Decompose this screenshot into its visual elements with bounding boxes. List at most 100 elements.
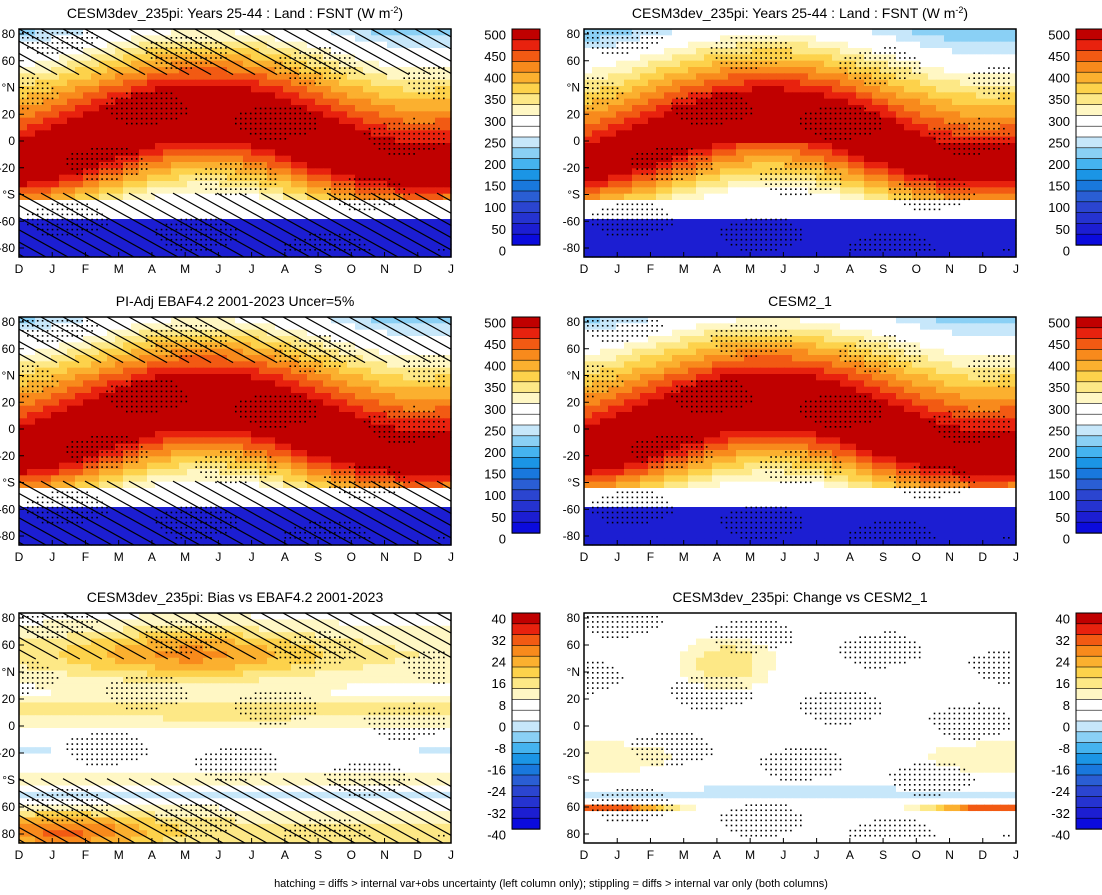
heatmap-cell — [672, 200, 681, 207]
heatmap-cell — [912, 168, 921, 176]
heatmap-cell — [952, 187, 961, 195]
heatmap-cell — [179, 92, 188, 100]
heatmap-cell — [824, 54, 833, 62]
stipple-dot — [150, 47, 153, 49]
stipple-dot — [304, 112, 306, 115]
stipple-dot — [135, 122, 138, 125]
heatmap-cell — [83, 168, 92, 176]
stipple-dot — [319, 238, 321, 241]
heatmap-cell — [704, 206, 713, 214]
heatmap-cell — [680, 168, 689, 176]
heatmap-cell — [984, 117, 993, 125]
stipple-dot — [294, 127, 296, 130]
stipple-dot — [195, 249, 197, 251]
heatmap-cell — [51, 212, 60, 220]
stipple-dot — [235, 188, 237, 190]
heatmap-cell — [624, 219, 633, 226]
heatmap-cell — [632, 162, 641, 169]
heatmap-cell — [179, 193, 188, 201]
heatmap-cell — [1008, 73, 1017, 81]
heatmap-cell — [203, 174, 212, 182]
heatmap-cell — [427, 29, 436, 36]
stipple-dot — [235, 168, 237, 170]
stipple-dot — [205, 57, 207, 59]
heatmap-cell — [1000, 149, 1009, 157]
heatmap-cell — [864, 187, 873, 195]
heatmap-cell — [427, 200, 436, 207]
heatmap-cell — [696, 41, 705, 49]
heatmap-cell — [99, 54, 108, 62]
heatmap-cell — [147, 29, 156, 36]
hatch-line — [19, 241, 47, 257]
heatmap-cell — [299, 130, 308, 138]
heatmap-cell — [363, 187, 372, 195]
heatmap-cell — [275, 117, 284, 125]
heatmap-cell — [992, 206, 1001, 214]
heatmap-cell — [227, 60, 236, 68]
heatmap-cell — [395, 60, 404, 68]
heatmap-cell — [27, 187, 36, 195]
heatmap-cell — [363, 73, 372, 81]
heatmap-cell — [824, 200, 833, 207]
heatmap-cell — [67, 86, 76, 93]
heatmap-cell — [371, 124, 380, 131]
stipple-dot — [126, 168, 128, 170]
heatmap-cell — [283, 35, 292, 43]
heatmap-cell — [131, 168, 140, 176]
heatmap-cell — [315, 105, 324, 112]
heatmap-cell — [75, 73, 84, 81]
heatmap-cell — [83, 67, 92, 74]
heatmap-cell — [107, 200, 116, 207]
stipple-dot — [61, 208, 64, 211]
heatmap-cell — [864, 29, 873, 36]
stipple-dot — [334, 238, 336, 241]
heatmap-cell — [712, 174, 721, 182]
heatmap-cell — [856, 149, 865, 157]
heatmap-cell — [992, 212, 1001, 220]
heatmap-cell — [435, 35, 444, 43]
stipple-dot — [36, 77, 39, 79]
heatmap-cell — [736, 149, 745, 157]
heatmap-cell — [848, 79, 857, 87]
heatmap-cell — [584, 212, 593, 220]
stipple-dot — [210, 47, 212, 49]
stipple-dot — [259, 127, 262, 130]
heatmap-cell — [816, 219, 825, 226]
heatmap-cell — [123, 48, 132, 55]
heatmap-cell — [616, 168, 625, 176]
heatmap-cell — [227, 79, 236, 87]
heatmap-cell — [363, 244, 372, 252]
heatmap-cell — [824, 29, 833, 36]
heatmap-cell — [275, 130, 284, 138]
heatmap-cell — [147, 48, 156, 55]
heatmap-cell — [107, 206, 116, 214]
heatmap-cell — [211, 92, 220, 100]
stipple-dot — [36, 228, 39, 231]
heatmap-cell — [203, 41, 212, 49]
stipple-dot — [304, 243, 306, 246]
heatmap-cell — [123, 35, 132, 43]
colorbar-swatch — [511, 147, 541, 160]
stipple-dot — [76, 153, 79, 155]
heatmap-cell — [656, 41, 665, 49]
heatmap-cell — [960, 98, 969, 106]
heatmap-cell — [259, 174, 268, 182]
heatmap-cell — [99, 206, 108, 214]
x-tick-label: F — [82, 262, 89, 276]
heatmap-cell — [808, 187, 817, 195]
heatmap-cell — [856, 168, 865, 176]
stipple-dot — [145, 102, 148, 105]
heatmap-cell — [363, 117, 372, 125]
stipple-dot — [66, 218, 69, 221]
heatmap-cell — [427, 98, 436, 106]
heatmap-cell — [640, 143, 649, 150]
heatmap-cell — [123, 231, 132, 239]
heatmap-cell — [656, 206, 665, 214]
heatmap-cell — [904, 187, 913, 195]
heatmap-cell — [147, 111, 156, 119]
heatmap-cell — [832, 73, 841, 81]
heatmap-cell — [131, 143, 140, 150]
stipple-dot — [46, 97, 49, 100]
heatmap-cell — [776, 149, 785, 157]
stipple-dot — [383, 188, 386, 190]
